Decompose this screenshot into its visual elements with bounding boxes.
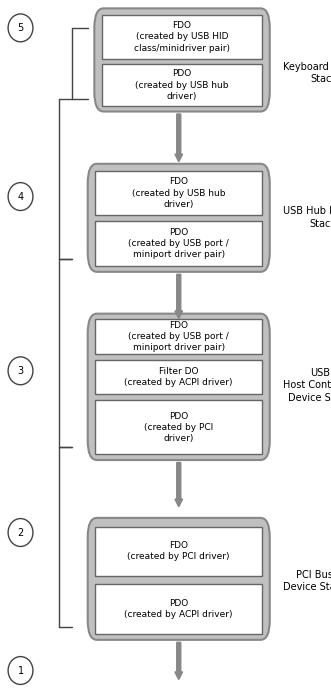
Bar <box>95 360 262 394</box>
Ellipse shape <box>8 357 33 385</box>
Text: USB
Host Controller
Device Stack: USB Host Controller Device Stack <box>283 368 331 403</box>
Text: PDO
(created by USB hub
driver): PDO (created by USB hub driver) <box>135 70 229 100</box>
Bar <box>95 221 262 266</box>
Text: USB Hub Device
Stack: USB Hub Device Stack <box>283 206 331 229</box>
FancyBboxPatch shape <box>88 164 270 272</box>
Ellipse shape <box>8 14 33 42</box>
Text: PCI Bus
Device Stack: PCI Bus Device Stack <box>283 570 331 592</box>
Text: FDO
(created by PCI driver): FDO (created by PCI driver) <box>127 542 230 561</box>
Bar <box>102 64 262 106</box>
Text: 1: 1 <box>18 666 24 675</box>
Text: PDO
(created by ACPI driver): PDO (created by ACPI driver) <box>124 599 233 619</box>
FancyBboxPatch shape <box>94 8 270 112</box>
Bar <box>95 584 262 634</box>
Text: 4: 4 <box>18 192 24 201</box>
Text: PDO
(created by USB port /
miniport driver pair): PDO (created by USB port / miniport driv… <box>128 228 229 259</box>
Ellipse shape <box>8 183 33 210</box>
Text: 3: 3 <box>18 366 24 376</box>
Text: 2: 2 <box>18 528 24 537</box>
Bar <box>95 400 262 454</box>
Text: Filter DO
(created by ACPI driver): Filter DO (created by ACPI driver) <box>124 367 233 387</box>
Bar <box>95 171 262 215</box>
FancyBboxPatch shape <box>88 518 270 640</box>
FancyBboxPatch shape <box>88 314 270 460</box>
Bar <box>95 319 262 354</box>
Text: 5: 5 <box>18 23 24 33</box>
Text: FDO
(created by USB HID
class/minidriver pair): FDO (created by USB HID class/minidriver… <box>134 22 230 52</box>
Text: FDO
(created by USB hub
driver): FDO (created by USB hub driver) <box>132 178 225 208</box>
Ellipse shape <box>8 519 33 546</box>
Text: PDO
(created by PCI
driver): PDO (created by PCI driver) <box>144 412 213 443</box>
Text: FDO
(created by USB port /
miniport driver pair): FDO (created by USB port / miniport driv… <box>128 321 229 352</box>
Bar <box>102 15 262 59</box>
Bar <box>95 527 262 576</box>
Ellipse shape <box>8 657 33 684</box>
Text: Keyboard Device
Stack: Keyboard Device Stack <box>283 62 331 84</box>
